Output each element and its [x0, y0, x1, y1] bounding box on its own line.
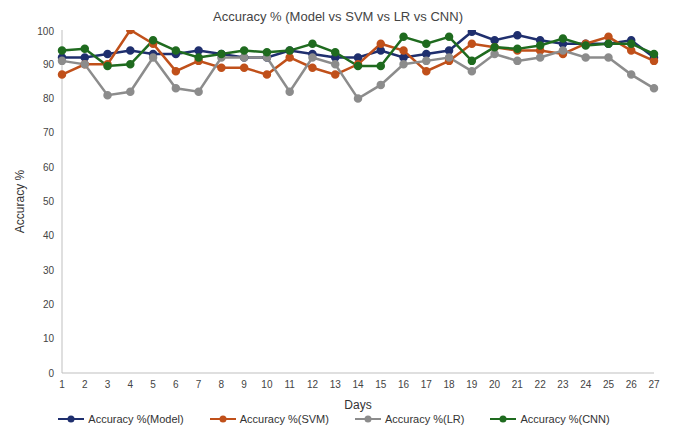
svg-text:3: 3: [105, 379, 111, 390]
svg-text:30: 30: [43, 265, 55, 276]
svg-text:23: 23: [557, 379, 569, 390]
svg-text:80: 80: [43, 93, 55, 104]
svg-text:17: 17: [421, 379, 433, 390]
svg-text:20: 20: [489, 379, 501, 390]
svg-text:27: 27: [648, 379, 660, 390]
html-text:Accuracy %(LR): Accuracy %(LR): [385, 413, 465, 425]
svg-text:25: 25: [603, 379, 615, 390]
svg-text:Days: Days: [344, 398, 371, 412]
svg-text:9: 9: [241, 379, 247, 390]
svg-text:12: 12: [307, 379, 319, 390]
svg-text:21: 21: [512, 379, 524, 390]
svg-text:Accuracy %: Accuracy %: [13, 169, 27, 233]
svg-text:7: 7: [196, 379, 202, 390]
html-text:Accuracy %(Model): Accuracy %(Model): [88, 413, 184, 425]
svg-text:1: 1: [59, 379, 65, 390]
svg-text:18: 18: [444, 379, 456, 390]
svg-text:6: 6: [173, 379, 179, 390]
svg-text:70: 70: [43, 127, 55, 138]
svg-text:14: 14: [352, 379, 364, 390]
svg-text:10: 10: [261, 379, 273, 390]
html-text:Accuracy %(SVM): Accuracy %(SVM): [239, 413, 329, 425]
svg-text:5: 5: [150, 379, 156, 390]
svg-text:20: 20: [43, 299, 55, 310]
svg-text:13: 13: [330, 379, 342, 390]
svg-text:60: 60: [43, 162, 55, 173]
svg-text:2: 2: [82, 379, 88, 390]
html-text:Accuracy % (Model vs SVM vs LR: Accuracy % (Model vs SVM vs LR vs CNN): [213, 9, 463, 24]
svg-text:100: 100: [37, 26, 54, 37]
svg-text:8: 8: [219, 379, 225, 390]
svg-text:15: 15: [375, 379, 387, 390]
svg-text:0: 0: [48, 368, 54, 379]
svg-text:10: 10: [43, 333, 55, 344]
svg-text:40: 40: [43, 230, 55, 241]
svg-text:4: 4: [128, 379, 134, 390]
svg-text:16: 16: [398, 379, 410, 390]
svg-text:50: 50: [43, 196, 55, 207]
svg-text:24: 24: [580, 379, 592, 390]
svg-text:22: 22: [535, 379, 547, 390]
html-text:Accuracy %(CNN): Accuracy %(CNN): [520, 413, 610, 425]
svg-text:19: 19: [466, 379, 478, 390]
svg-text:26: 26: [626, 379, 638, 390]
svg-text:90: 90: [43, 59, 55, 70]
svg-text:11: 11: [284, 379, 295, 390]
